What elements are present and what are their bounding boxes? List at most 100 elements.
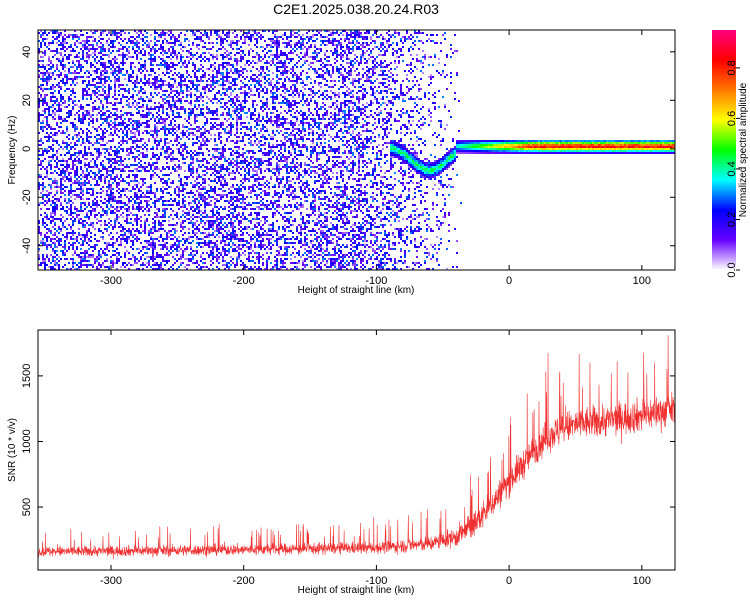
spectrogram-cell [232, 166, 234, 168]
spectrogram-cell [126, 136, 128, 138]
spectrogram-cell [202, 194, 204, 196]
spectrogram-cell [190, 150, 192, 152]
spectrogram-cell [178, 266, 180, 268]
spectrogram-cell [96, 150, 98, 152]
spectrogram-cell [116, 190, 118, 192]
spectrogram-cell [158, 84, 160, 86]
spectrogram-cell [218, 230, 220, 232]
spectrogram-cell [148, 232, 150, 234]
spectrogram-cell [84, 250, 86, 252]
spectrogram-cell [60, 220, 62, 222]
spectrogram-cell [132, 170, 134, 172]
spectrogram-cell [136, 80, 138, 82]
spectrogram-cell [186, 96, 188, 98]
spectrogram-cell [138, 120, 140, 122]
spectrogram-cell [116, 108, 118, 110]
spectrogram-cell [194, 250, 196, 252]
spectrogram-cell [116, 32, 118, 34]
spectrogram-cell [206, 202, 208, 204]
spectrogram-cell [222, 164, 224, 166]
spectrogram-cell [54, 180, 56, 182]
spectrogram-cell [68, 116, 70, 118]
spectrogram-cell [154, 246, 156, 248]
spectrogram-cell [100, 42, 102, 44]
spectrogram-cell [140, 226, 142, 228]
spectrogram-cell [202, 164, 204, 166]
spectrogram-cell [42, 40, 44, 42]
spectrogram-cell [132, 186, 134, 188]
spectrogram-cell [58, 86, 60, 88]
spectrogram-cell [62, 78, 64, 80]
spectrogram-cell [50, 244, 52, 246]
spectrogram-cell [220, 136, 222, 138]
spectrogram-cell [188, 210, 190, 212]
spectrogram-cell [92, 250, 94, 252]
spectrogram-cell [126, 150, 128, 152]
spectrogram-cell [124, 202, 126, 204]
spectrogram-cell [216, 194, 218, 196]
spectrogram-cell [172, 228, 174, 230]
spectrogram-cell [114, 250, 116, 252]
spectrogram-cell [178, 40, 180, 42]
spectrogram-cell [76, 268, 78, 270]
spectrogram-cell [158, 198, 160, 200]
spectrogram-cell [40, 174, 42, 176]
spectrogram-cell [64, 66, 66, 68]
spectrogram-cell [78, 184, 80, 186]
spectrogram-cell [92, 210, 94, 212]
spectrogram-cell [224, 216, 226, 218]
spectrogram-cell [132, 76, 134, 78]
spectrogram-cell [152, 134, 154, 136]
spectrogram-cell [222, 234, 224, 236]
spectrogram-cell [128, 88, 130, 90]
spectrogram-cell [176, 138, 178, 140]
spectrogram-cell [192, 108, 194, 110]
spectrogram-cell [90, 224, 92, 226]
spectrogram-cell [166, 70, 168, 72]
spectrogram-cell [86, 48, 88, 50]
spectrogram-cell [154, 36, 156, 38]
spectrogram-cell [142, 116, 144, 118]
spectrogram-cell [172, 264, 174, 266]
spectrogram-cell [202, 186, 204, 188]
spectrogram-cell [162, 46, 164, 48]
spectrogram-cell [150, 94, 152, 96]
spectrogram-cell [98, 68, 100, 70]
spectrogram-cell [100, 236, 102, 238]
spectrogram-cell [152, 84, 154, 86]
spectrogram-cell [126, 238, 128, 240]
spectrogram-cell [146, 104, 148, 106]
spectrogram-cell [60, 80, 62, 82]
spectrogram-cell [118, 68, 120, 70]
spectrogram-cell [46, 46, 48, 48]
spectrogram-cell [80, 150, 82, 152]
spectrogram-cell [198, 176, 200, 178]
spectrogram-cell [104, 212, 106, 214]
spectrogram-cell [78, 218, 80, 220]
spectrogram-cell [112, 50, 114, 52]
spectrogram-cell [74, 104, 76, 106]
spectrogram-cell [130, 64, 132, 66]
spectrogram-cell [232, 84, 234, 86]
spectrogram-cell [204, 200, 206, 202]
spectrogram-cell [90, 136, 92, 138]
spectrogram-cell [186, 70, 188, 72]
spectrogram-cell [158, 34, 160, 36]
spectrogram-cell [94, 244, 96, 246]
spectrogram-cell [114, 154, 116, 156]
spectrogram-cell [150, 256, 152, 258]
spectrogram-cell [174, 90, 176, 92]
spectrogram-cell [116, 174, 118, 176]
spectrogram-cell [78, 180, 80, 182]
spectrogram-cell [148, 210, 150, 212]
spectrogram-cell [62, 226, 64, 228]
spectrogram-cell [92, 84, 94, 86]
spectrogram-cell [88, 180, 90, 182]
spectrogram-cell [154, 230, 156, 232]
spectrogram-cell [224, 150, 226, 152]
spectrogram-cell [216, 110, 218, 112]
spectrogram-cell [202, 246, 204, 248]
spectrogram-cell [100, 62, 102, 64]
spectrogram-cell [90, 256, 92, 258]
spectrogram-cell [212, 246, 214, 248]
